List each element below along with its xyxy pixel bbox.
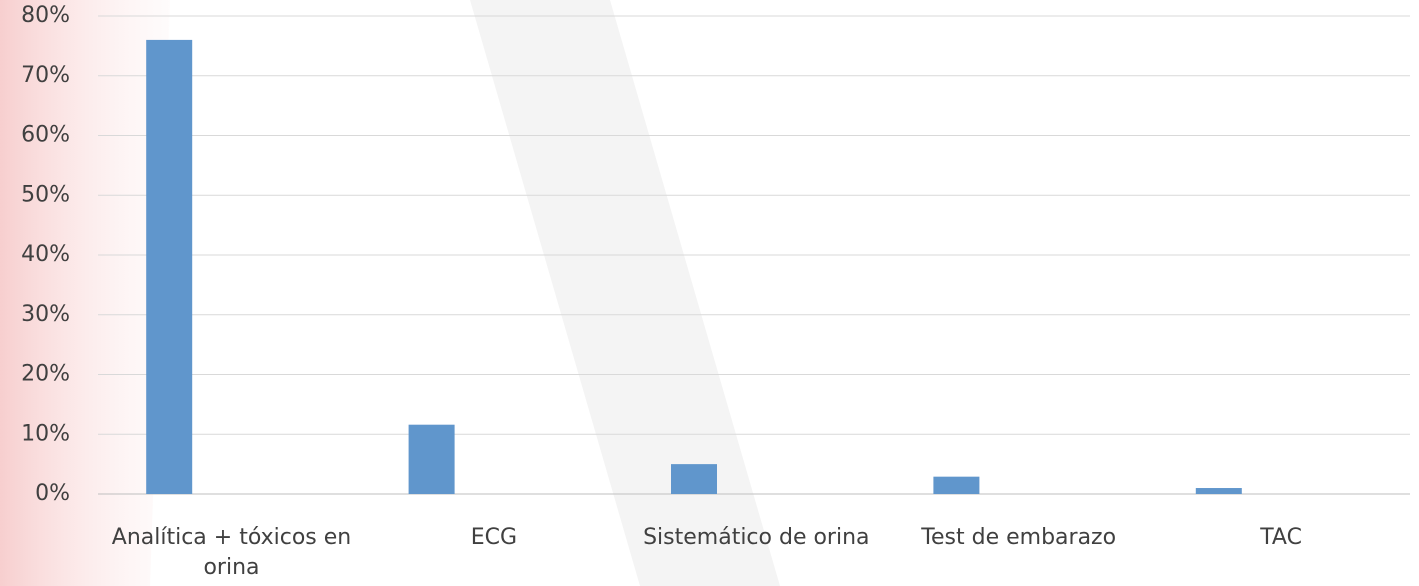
y-tick-label: 70% (21, 63, 70, 88)
y-tick-label: 50% (21, 182, 70, 207)
bar (671, 464, 717, 494)
x-tick-label: Test de embarazo (921, 525, 1117, 550)
x-tick-label: TAC (1260, 525, 1302, 550)
y-tick-label: 0% (35, 481, 70, 506)
y-tick-label: 20% (21, 362, 70, 387)
y-tick-label: 30% (21, 302, 70, 327)
x-tick-label: Sistemático de orina (643, 525, 870, 550)
bar (408, 424, 455, 494)
bar (146, 39, 193, 495)
y-tick-label: 40% (21, 242, 70, 267)
bar (933, 476, 980, 494)
y-tick-label: 80% (21, 3, 70, 28)
background-shape (0, 0, 170, 586)
x-tick-label: Analítica + tóxicos en orina (111, 525, 352, 580)
y-tick-label: 60% (21, 123, 70, 148)
bar (1195, 488, 1242, 494)
background-shape (470, 0, 780, 586)
y-tick-label: 10% (21, 421, 70, 446)
x-tick-label: ECG (470, 525, 518, 550)
